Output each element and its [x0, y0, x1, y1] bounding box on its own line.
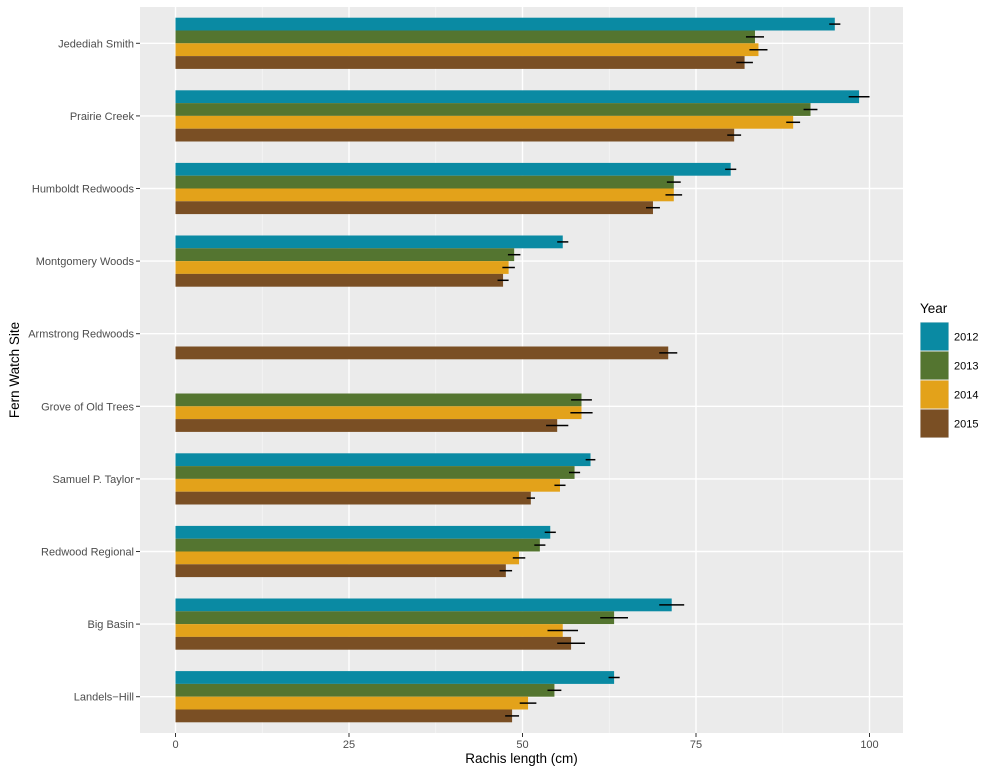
bar-2013 [175, 683, 555, 697]
y-tick-label: Prairie Creek [70, 111, 135, 123]
x-tick-label: 75 [690, 739, 702, 751]
legend-swatch-2012 [920, 322, 949, 351]
y-tick-label: Grove of Old Trees [41, 401, 134, 413]
bar-2013 [175, 103, 811, 116]
x-tick-label: 0 [172, 739, 178, 751]
bar-2014 [175, 115, 794, 129]
y-tick-label: Landels−Hill [74, 692, 134, 704]
bar-2012 [175, 235, 563, 249]
bar-2015 [175, 419, 558, 432]
error-bars [497, 23, 870, 717]
bar-2013 [175, 538, 540, 552]
legend-label: 2012 [954, 332, 978, 344]
bar-2013 [175, 393, 582, 407]
bar-2012 [175, 598, 672, 612]
y-tick-label: Jedediah Smith [58, 38, 134, 50]
x-axis: 0 25 50 75 100 [172, 733, 879, 751]
legend: Year 2012 2013 2014 2015 [920, 301, 978, 438]
bar-2014 [175, 624, 563, 637]
bar-2013 [175, 175, 674, 189]
x-tick-label: 50 [516, 739, 528, 751]
y-tick-label: Armstrong Redwoods [28, 329, 134, 341]
bar-2015 [175, 709, 513, 723]
bar-2014 [175, 261, 509, 274]
legend-swatch-2014 [920, 380, 949, 409]
bar-2014 [175, 696, 529, 710]
bars [175, 17, 860, 723]
bar-2012 [175, 453, 591, 467]
bar-2015 [175, 128, 735, 142]
y-axis-title: Fern Watch Site [7, 322, 22, 418]
y-tick-label: Humboldt Redwoods [32, 184, 135, 196]
x-tick-label: 25 [343, 739, 355, 751]
bar-2015 [175, 346, 669, 360]
bar-2012 [175, 17, 835, 31]
legend-swatch-2015 [920, 409, 949, 438]
y-tick-label: Big Basin [88, 619, 134, 631]
legend-title: Year [920, 301, 948, 316]
bar-2013 [175, 30, 755, 44]
legend-label: 2015 [954, 419, 978, 431]
bar-2013 [175, 466, 575, 479]
bar-2015 [175, 56, 745, 69]
legend-label: 2013 [954, 361, 978, 373]
legend-label: 2014 [954, 390, 978, 402]
y-tick-label: Montgomery Woods [36, 256, 135, 268]
bar-2015 [175, 491, 531, 505]
legend-swatch-2013 [920, 351, 949, 380]
bar-2013 [175, 248, 515, 262]
bar-2012 [175, 90, 860, 104]
bar-2014 [175, 551, 520, 565]
y-tick-label: Redwood Regional [41, 547, 134, 559]
bar-2015 [175, 636, 572, 650]
bar-2013 [175, 611, 615, 625]
bar-2012 [175, 671, 615, 684]
bar-2012 [175, 525, 551, 539]
bar-2014 [175, 478, 560, 492]
x-axis-title: Rachis length (cm) [465, 751, 578, 766]
bar-2015 [175, 564, 506, 578]
x-tick-label: 100 [860, 739, 878, 751]
bar-2014 [175, 188, 674, 202]
bar-2014 [175, 43, 759, 57]
bar-2012 [175, 162, 731, 176]
bar-2014 [175, 406, 582, 420]
bar-2015 [175, 273, 504, 287]
bar-2015 [175, 201, 653, 215]
y-axis: Jedediah Smith Prairie Creek Humboldt Redw… [28, 38, 140, 704]
y-tick-label: Samuel P. Taylor [52, 474, 134, 486]
